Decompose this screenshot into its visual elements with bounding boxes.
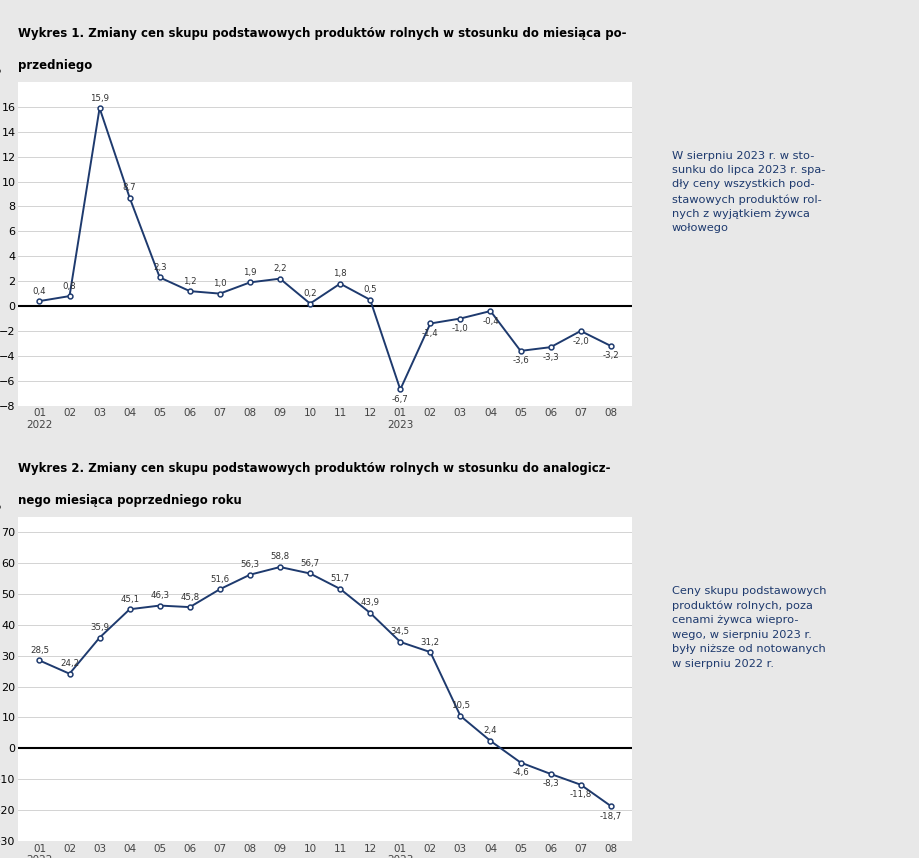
Text: 1,0: 1,0 — [213, 279, 226, 288]
Text: 51,6: 51,6 — [210, 575, 229, 583]
Text: 0,5: 0,5 — [363, 285, 377, 294]
Text: 46,3: 46,3 — [150, 591, 169, 600]
Text: 10,5: 10,5 — [450, 701, 470, 710]
Text: %: % — [0, 65, 2, 76]
Text: -1,0: -1,0 — [451, 324, 469, 333]
Text: -6,7: -6,7 — [391, 395, 408, 404]
Text: 56,3: 56,3 — [240, 560, 259, 569]
Text: 35,9: 35,9 — [90, 623, 109, 632]
Text: 1,9: 1,9 — [243, 268, 256, 277]
Text: 45,1: 45,1 — [120, 595, 139, 604]
Text: Wykres 2. Zmiany cen skupu podstawowych produktów rolnych w stosunku do analogic: Wykres 2. Zmiany cen skupu podstawowych … — [18, 462, 610, 475]
Text: -18,7: -18,7 — [599, 812, 621, 820]
Text: -8,3: -8,3 — [541, 779, 559, 789]
Text: 24,2: 24,2 — [60, 659, 79, 668]
Text: -3,2: -3,2 — [602, 352, 618, 360]
Text: 34,5: 34,5 — [391, 627, 409, 637]
Text: 58,8: 58,8 — [270, 553, 289, 561]
Text: 56,7: 56,7 — [301, 559, 319, 568]
Text: 0,2: 0,2 — [303, 289, 316, 298]
Text: 0,8: 0,8 — [62, 281, 76, 291]
Text: -3,6: -3,6 — [512, 356, 528, 366]
Text: 8,7: 8,7 — [123, 183, 136, 192]
Text: Ceny skupu podstawowych
produktów rolnych, poza
cenami żywca wiepro-
wego, w sie: Ceny skupu podstawowych produktów rolnyc… — [671, 586, 825, 668]
Text: przedniego: przedniego — [18, 59, 93, 72]
Text: 28,5: 28,5 — [29, 646, 49, 655]
Text: 1,2: 1,2 — [183, 276, 197, 286]
Text: -1,4: -1,4 — [422, 329, 438, 338]
Text: -0,4: -0,4 — [482, 317, 498, 325]
Text: 51,7: 51,7 — [330, 574, 349, 583]
Text: 1,8: 1,8 — [333, 269, 346, 278]
Text: -3,3: -3,3 — [541, 353, 559, 362]
Text: 2,3: 2,3 — [153, 263, 166, 272]
Text: 0,4: 0,4 — [32, 287, 46, 295]
Text: 2,4: 2,4 — [483, 727, 497, 735]
Text: -11,8: -11,8 — [569, 790, 591, 800]
Text: %: % — [0, 500, 2, 511]
Text: 31,2: 31,2 — [420, 637, 439, 647]
Text: 2,2: 2,2 — [273, 264, 287, 273]
Text: 15,9: 15,9 — [90, 94, 109, 102]
Text: Wykres 1. Zmiany cen skupu podstawowych produktów rolnych w stosunku do miesiąca: Wykres 1. Zmiany cen skupu podstawowych … — [18, 27, 626, 39]
Text: 43,9: 43,9 — [360, 598, 380, 607]
Text: 45,8: 45,8 — [180, 593, 199, 601]
Text: nego miesiąca poprzedniego roku: nego miesiąca poprzedniego roku — [18, 494, 242, 507]
Text: W sierpniu 2023 r. w sto-
sunku do lipca 2023 r. spa-
dły ceny wszystkich pod-
s: W sierpniu 2023 r. w sto- sunku do lipca… — [671, 151, 824, 233]
Text: -2,0: -2,0 — [572, 336, 588, 346]
Text: -4,6: -4,6 — [512, 768, 528, 777]
